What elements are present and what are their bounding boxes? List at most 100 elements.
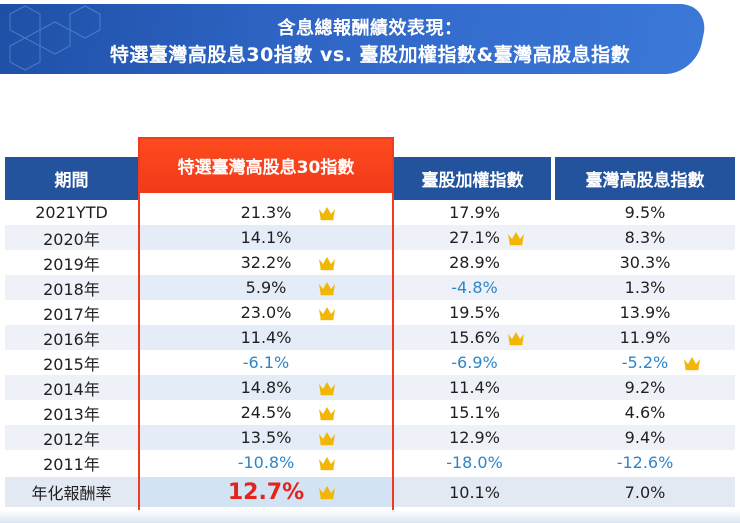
period-cell-value: 2015年 bbox=[43, 354, 100, 374]
period-cell: 2015年 bbox=[5, 350, 138, 375]
crown-icon bbox=[318, 305, 336, 321]
featured-cell-value: -10.8% bbox=[237, 453, 295, 472]
table-row: 2011年 -10.8% -18.0% -12.6% bbox=[5, 450, 735, 475]
taiex-cell: -18.0% bbox=[394, 450, 555, 475]
featured-cell: 24.5% bbox=[138, 400, 394, 425]
crown-icon bbox=[318, 205, 336, 221]
annualized-return-row: 年化報酬率 12.7% 10.1% 7.0% bbox=[5, 477, 735, 507]
featured-cell-value: 23.0% bbox=[240, 303, 292, 322]
high-dividend-cell-value: 13.9% bbox=[619, 303, 671, 322]
page-title-line1: 含息總報酬績效表現： bbox=[277, 18, 463, 39]
period-cell: 2019年 bbox=[5, 250, 138, 275]
high-dividend-cell-value: 9.4% bbox=[624, 428, 666, 447]
table-row: 2015年 -6.1% -6.9% -5.2% bbox=[5, 350, 735, 375]
high-dividend-cell-value: 9.2% bbox=[624, 378, 666, 397]
crown-icon bbox=[318, 484, 336, 500]
high-dividend-cell: 11.9% bbox=[555, 325, 735, 350]
table-row: 2016年 11.4% 15.6% 11.9% bbox=[5, 325, 735, 350]
taiex-cell-value: 15.6% bbox=[449, 328, 500, 347]
taiex-cell: 28.9% bbox=[394, 250, 555, 275]
period-cell: 2021YTD bbox=[5, 200, 138, 225]
period-cell: 2018年 bbox=[5, 275, 138, 300]
header-high-dividend: 臺灣高股息指數 bbox=[555, 157, 735, 200]
crown-icon bbox=[318, 280, 336, 296]
table-row: 2017年 23.0% 19.5% 13.9% bbox=[5, 300, 735, 325]
banner-hex-pattern bbox=[9, 5, 101, 71]
featured-cell: -10.8% bbox=[138, 450, 394, 475]
taiex-cell-value: 12.9% bbox=[449, 428, 500, 447]
table-row: 2020年 14.1% 27.1% 8.3% bbox=[5, 225, 735, 250]
high-dividend-cell: 1.3% bbox=[555, 275, 735, 300]
featured-cell-value: 32.2% bbox=[240, 253, 292, 272]
featured-cell-value: 24.5% bbox=[240, 403, 292, 422]
featured-cell: -6.1% bbox=[138, 350, 394, 375]
annualized-featured-cell-value: 12.7% bbox=[227, 479, 305, 505]
taiex-cell-value: 28.9% bbox=[449, 253, 500, 272]
high-dividend-cell: 30.3% bbox=[555, 250, 735, 275]
taiex-cell: 12.9% bbox=[394, 425, 555, 450]
high-dividend-cell: 9.4% bbox=[555, 425, 735, 450]
annualized-label-cell-value: 年化報酬率 bbox=[31, 484, 112, 503]
featured-cell: 14.1% bbox=[138, 225, 394, 250]
period-cell-value: 2017年 bbox=[43, 304, 100, 324]
period-cell-value: 2014年 bbox=[43, 379, 100, 399]
header-period: 期間 bbox=[5, 157, 138, 200]
period-cell: 2011年 bbox=[5, 450, 138, 475]
annualized-taiex-cell: 10.1% bbox=[394, 477, 555, 507]
featured-cell-value: 21.3% bbox=[240, 203, 292, 222]
period-cell-value: 2020年 bbox=[43, 229, 100, 249]
period-cell-value: 2018年 bbox=[43, 279, 100, 299]
high-dividend-cell-value: 8.3% bbox=[624, 228, 666, 247]
table-row: 2021YTD 21.3% 17.9% 9.5% bbox=[5, 200, 735, 225]
period-cell-value: 2016年 bbox=[43, 329, 100, 349]
annualized-high-dividend-cell: 7.0% bbox=[555, 477, 735, 507]
taiex-cell: 15.6% bbox=[394, 325, 555, 350]
taiex-cell: -4.8% bbox=[394, 275, 555, 300]
crown-icon bbox=[318, 380, 336, 396]
taiex-cell: 27.1% bbox=[394, 225, 555, 250]
taiex-cell-value: -18.0% bbox=[446, 453, 503, 472]
crown-icon bbox=[683, 355, 701, 371]
crown-icon bbox=[318, 405, 336, 421]
featured-cell-value: 14.8% bbox=[240, 378, 292, 397]
high-dividend-cell: 9.2% bbox=[555, 375, 735, 400]
bottom-fade bbox=[0, 510, 740, 523]
table-row: 2012年 13.5% 12.9% 9.4% bbox=[5, 425, 735, 450]
high-dividend-cell-value: 9.5% bbox=[624, 203, 666, 222]
period-cell-value: 2013年 bbox=[43, 404, 100, 424]
featured-cell: 32.2% bbox=[138, 250, 394, 275]
featured-cell: 21.3% bbox=[138, 200, 394, 225]
featured-cell-value: 13.5% bbox=[240, 428, 292, 447]
crown-icon bbox=[507, 230, 525, 246]
featured-cell: 13.5% bbox=[138, 425, 394, 450]
taiex-cell: 11.4% bbox=[394, 375, 555, 400]
taiex-cell-value: 17.9% bbox=[449, 203, 500, 222]
featured-cell-value: 5.9% bbox=[245, 278, 287, 297]
high-dividend-cell: -12.6% bbox=[555, 450, 735, 475]
period-cell: 2016年 bbox=[5, 325, 138, 350]
annualized-high-dividend-cell-value: 7.0% bbox=[624, 482, 666, 502]
taiex-cell: 19.5% bbox=[394, 300, 555, 325]
annualized-label-cell: 年化報酬率 bbox=[5, 477, 138, 507]
period-cell: 2014年 bbox=[5, 375, 138, 400]
period-cell-value: 2011年 bbox=[43, 454, 100, 474]
crown-icon bbox=[507, 330, 525, 346]
high-dividend-cell-value: -12.6% bbox=[616, 453, 674, 472]
period-cell-value: 2021YTD bbox=[35, 203, 108, 222]
table-row: 2019年 32.2% 28.9% 30.3% bbox=[5, 250, 735, 275]
period-cell-value: 2019年 bbox=[43, 254, 100, 274]
featured-cell-value: -6.1% bbox=[242, 353, 290, 372]
table-row: 2013年 24.5% 15.1% 4.6% bbox=[5, 400, 735, 425]
taiex-cell-value: 27.1% bbox=[449, 228, 500, 247]
header-featured-index: 特選臺灣高股息30指數 bbox=[138, 137, 394, 193]
featured-cell-value: 14.1% bbox=[240, 228, 292, 247]
period-cell: 2013年 bbox=[5, 400, 138, 425]
crown-icon bbox=[318, 255, 336, 271]
crown-icon bbox=[318, 455, 336, 471]
period-cell: 2017年 bbox=[5, 300, 138, 325]
taiex-cell-value: -4.8% bbox=[451, 278, 498, 297]
featured-cell: 23.0% bbox=[138, 300, 394, 325]
high-dividend-cell-value: 4.6% bbox=[624, 403, 666, 422]
high-dividend-cell-value: 11.9% bbox=[619, 328, 671, 347]
taiex-cell-value: -6.9% bbox=[451, 353, 498, 372]
